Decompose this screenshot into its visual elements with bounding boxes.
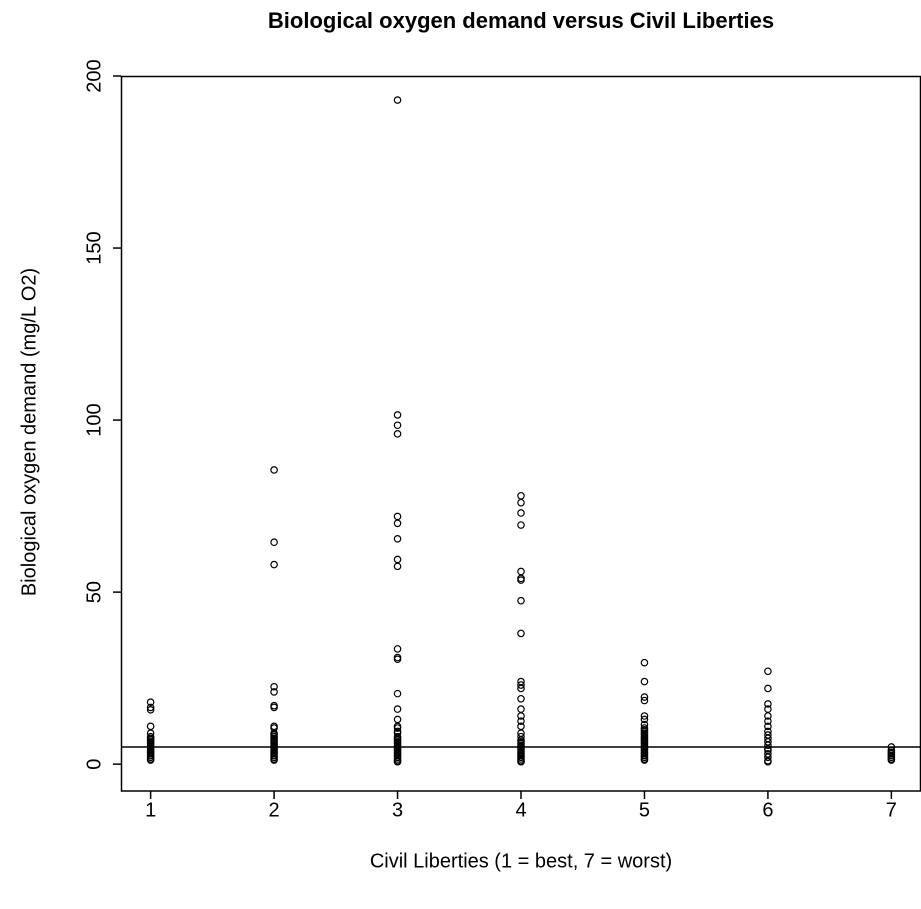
x-tick-label: 7 [886,799,897,821]
point [517,491,525,500]
point [393,519,402,528]
y-axis-label: Biological oxygen demand (mg/L O2) [18,268,40,596]
point [764,741,772,750]
point [393,689,402,698]
point [517,757,525,766]
point [393,757,402,766]
point [517,681,525,689]
point [270,703,278,712]
point [517,694,525,703]
point [640,715,649,724]
point [640,712,649,720]
point [270,466,278,474]
point [270,560,278,569]
plot-box [120,75,921,792]
point [393,705,402,713]
point [517,521,525,529]
point [393,555,402,564]
x-axis-label: Civil Liberties (1 = best, 7 = worst) [370,850,672,872]
x-tick-label: 5 [639,799,650,821]
point [146,698,155,707]
point [393,724,402,732]
point [517,712,525,720]
point [640,677,649,686]
point [393,655,402,664]
point [517,509,525,517]
point [764,712,772,720]
point [146,756,155,764]
point [517,717,525,725]
point [517,684,525,693]
point [393,715,402,724]
point [640,696,649,705]
point [517,576,525,584]
point [764,717,772,725]
point [393,512,402,521]
point [764,700,772,708]
y-tick-label: 150 [83,231,105,264]
point [517,498,525,507]
y-tick-label: 0 [83,759,105,770]
point [517,567,525,576]
point [640,756,649,764]
point [764,684,772,693]
point [393,645,402,653]
point [517,596,525,605]
point [517,629,525,638]
x-tick-label: 6 [762,799,773,821]
point [393,411,402,419]
point [270,682,278,691]
point [146,722,155,731]
point [517,705,525,713]
y-tick-label: 100 [83,403,105,436]
point [764,757,772,766]
chart-title: Biological oxygen demand versus Civil Li… [268,8,774,33]
y-tick-label: 50 [83,581,105,603]
x-tick-label: 1 [145,799,156,821]
x-tick-label: 4 [515,799,526,821]
point [640,658,649,667]
point [393,534,402,543]
point [764,722,772,731]
point [393,430,402,438]
point [393,562,402,571]
y-tick-label: 200 [83,59,105,92]
point [640,693,649,701]
point [764,753,772,762]
point [270,688,278,696]
point [146,705,155,714]
point [146,703,155,712]
point [393,96,402,104]
x-tick-label: 2 [269,799,280,821]
point [270,538,278,547]
point [393,421,402,430]
point [270,756,278,764]
x-tick-label: 3 [392,799,403,821]
point [887,756,896,764]
point [764,667,772,676]
